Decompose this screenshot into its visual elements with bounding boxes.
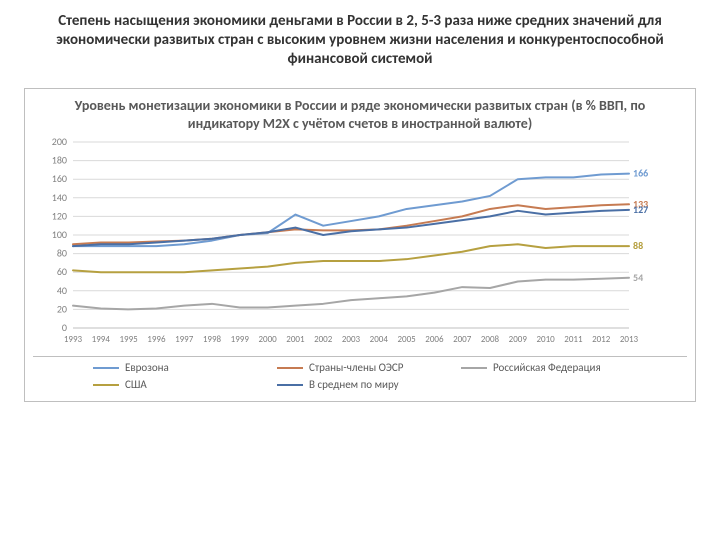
svg-text:1996: 1996 bbox=[147, 334, 166, 345]
legend-swatch bbox=[461, 367, 487, 369]
chart-legend: Еврозона Страны-члены ОЭСР Российская Феде… bbox=[33, 356, 687, 401]
svg-text:2001: 2001 bbox=[286, 334, 305, 345]
legend-swatch bbox=[93, 367, 119, 369]
svg-text:2005: 2005 bbox=[397, 334, 416, 345]
svg-text:180: 180 bbox=[52, 154, 67, 167]
svg-text:2011: 2011 bbox=[564, 334, 583, 345]
svg-text:1998: 1998 bbox=[203, 334, 222, 345]
svg-text:88: 88 bbox=[633, 239, 643, 252]
svg-text:1993: 1993 bbox=[64, 334, 83, 345]
svg-text:20: 20 bbox=[57, 303, 67, 316]
legend-item: Еврозона bbox=[93, 361, 243, 374]
legend-label: Российская Федерация bbox=[493, 361, 601, 374]
slide-title: Степень насыщения экономики деньгами в Р… bbox=[0, 0, 720, 76]
svg-text:2007: 2007 bbox=[453, 334, 472, 345]
legend-swatch bbox=[277, 367, 303, 369]
svg-text:2010: 2010 bbox=[536, 334, 555, 345]
svg-text:1997: 1997 bbox=[175, 334, 194, 345]
svg-text:140: 140 bbox=[52, 191, 67, 204]
svg-text:40: 40 bbox=[57, 284, 67, 297]
svg-text:160: 160 bbox=[52, 172, 67, 185]
chart-title: Уровень монетизации экономики в России и… bbox=[25, 89, 695, 136]
svg-text:2013: 2013 bbox=[620, 334, 639, 345]
svg-text:2009: 2009 bbox=[509, 334, 528, 345]
svg-text:2004: 2004 bbox=[370, 334, 389, 345]
line-chart-svg: 0 20 40 60 80 100 120 140 160 180 200 1993 1994 1995 1… bbox=[25, 136, 665, 356]
svg-text:80: 80 bbox=[57, 247, 67, 260]
svg-text:2002: 2002 bbox=[314, 334, 333, 345]
legend-label: Страны-члены ОЭСР bbox=[309, 361, 403, 374]
svg-text:2006: 2006 bbox=[425, 334, 444, 345]
svg-text:2012: 2012 bbox=[592, 334, 611, 345]
svg-text:200: 200 bbox=[52, 136, 67, 148]
chart-container: Уровень монетизации экономики в России и… bbox=[24, 88, 696, 402]
legend-swatch bbox=[277, 384, 303, 386]
legend-item: Российская Федерация bbox=[461, 361, 611, 374]
legend-label: США bbox=[125, 378, 147, 391]
svg-text:60: 60 bbox=[57, 265, 67, 278]
svg-text:54: 54 bbox=[633, 271, 643, 284]
svg-text:0: 0 bbox=[62, 321, 67, 334]
svg-text:2003: 2003 bbox=[342, 334, 361, 345]
svg-text:166: 166 bbox=[633, 167, 648, 180]
svg-text:1995: 1995 bbox=[119, 334, 138, 345]
svg-text:120: 120 bbox=[52, 210, 67, 223]
legend-item: В среднем по миру bbox=[277, 378, 427, 391]
svg-text:1994: 1994 bbox=[92, 334, 111, 345]
chart-plot: 0 20 40 60 80 100 120 140 160 180 200 1993 1994 1995 1… bbox=[25, 136, 695, 356]
svg-text:127: 127 bbox=[633, 203, 648, 216]
legend-item: США bbox=[93, 378, 243, 391]
legend-swatch bbox=[93, 384, 119, 386]
svg-text:100: 100 bbox=[52, 228, 67, 241]
legend-label: В среднем по миру bbox=[309, 378, 399, 391]
legend-item: Страны-члены ОЭСР bbox=[277, 361, 427, 374]
svg-text:2008: 2008 bbox=[481, 334, 500, 345]
svg-text:1999: 1999 bbox=[231, 334, 250, 345]
legend-label: Еврозона bbox=[125, 361, 169, 374]
svg-text:2000: 2000 bbox=[258, 334, 277, 345]
